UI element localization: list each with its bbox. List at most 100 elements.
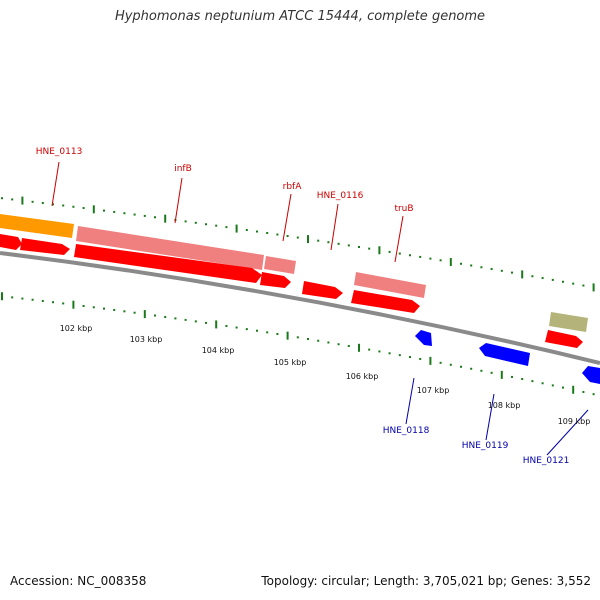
topology-text: Topology: circular; Length: 3,705,021 bp… bbox=[261, 574, 591, 588]
truB-leader bbox=[394, 215, 404, 263]
gene-label-HNE_0121: HNE_0121 bbox=[523, 456, 570, 466]
major-tick bbox=[235, 224, 238, 233]
minor-tick bbox=[205, 223, 207, 226]
major-tick bbox=[1, 292, 3, 301]
minor-tick bbox=[511, 375, 513, 378]
major-tick bbox=[429, 356, 432, 365]
minor-tick bbox=[439, 361, 442, 364]
scale-label-105: 105 kbp bbox=[274, 358, 307, 367]
major-tick bbox=[449, 258, 452, 267]
outer-tick-row bbox=[1, 196, 595, 292]
minor-tick bbox=[41, 299, 44, 302]
minor-tick bbox=[62, 302, 65, 305]
minor-tick bbox=[174, 317, 177, 320]
minor-tick bbox=[307, 338, 309, 341]
major-tick bbox=[572, 385, 575, 394]
minor-tick bbox=[592, 393, 595, 396]
minor-tick bbox=[460, 262, 462, 265]
minor-tick bbox=[205, 321, 207, 324]
scale-label-102: 102 kbp bbox=[60, 324, 93, 333]
minor-tick bbox=[337, 242, 340, 245]
minor-tick bbox=[368, 247, 371, 250]
minor-tick bbox=[72, 205, 75, 208]
minor-tick bbox=[225, 324, 228, 327]
minor-tick bbox=[123, 310, 126, 313]
HNE_0112-arrow bbox=[0, 234, 22, 250]
major-tick bbox=[307, 235, 309, 244]
minor-tick bbox=[470, 264, 473, 267]
minor-tick bbox=[133, 311, 136, 314]
minor-tick bbox=[551, 278, 554, 281]
minor-tick bbox=[154, 216, 156, 219]
minor-tick bbox=[490, 268, 493, 271]
minor-tick bbox=[82, 207, 85, 210]
minor-tick bbox=[11, 296, 14, 299]
minor-tick bbox=[286, 235, 289, 238]
minor-tick bbox=[31, 298, 34, 301]
major-tick bbox=[358, 343, 360, 352]
HNE_0118-arrow bbox=[415, 330, 432, 346]
minor-tick bbox=[480, 266, 483, 269]
minor-tick bbox=[531, 275, 534, 278]
minor-tick bbox=[480, 369, 483, 372]
scale-label-104: 104 kbp bbox=[202, 346, 235, 355]
HNE_0121-leader bbox=[546, 409, 589, 456]
minor-tick bbox=[429, 257, 432, 260]
gene-label-rbfA: rbfA bbox=[283, 182, 303, 192]
minor-tick bbox=[154, 314, 156, 317]
minor-tick bbox=[92, 306, 95, 309]
minor-tick bbox=[541, 382, 544, 385]
minor-tick bbox=[388, 352, 391, 355]
minor-tick bbox=[194, 320, 197, 323]
inner-tick-row bbox=[1, 292, 595, 396]
minor-tick bbox=[531, 380, 534, 383]
misc-feature-bar bbox=[549, 312, 588, 332]
major-tick bbox=[164, 214, 167, 223]
major-tick bbox=[143, 310, 146, 319]
minor-tick bbox=[562, 280, 564, 283]
minor-tick bbox=[347, 244, 350, 247]
minor-tick bbox=[143, 214, 146, 217]
minor-tick bbox=[398, 354, 401, 357]
minor-tick bbox=[113, 210, 116, 213]
map-title: Hyphomonas neptunium ATCC 15444, complet… bbox=[114, 9, 486, 24]
minor-tick bbox=[266, 331, 269, 334]
minor-tick bbox=[470, 367, 473, 370]
minor-tick bbox=[245, 229, 248, 232]
minor-tick bbox=[388, 250, 391, 253]
infB-leader bbox=[174, 177, 183, 224]
minor-tick bbox=[337, 343, 340, 346]
minor-tick bbox=[82, 304, 85, 307]
minor-tick bbox=[551, 384, 554, 387]
gene-label-infB: infB bbox=[174, 164, 192, 174]
minor-tick bbox=[368, 348, 371, 351]
major-tick bbox=[378, 246, 381, 255]
gene-label-truB: truB bbox=[394, 204, 413, 214]
HNE_0118-leader bbox=[405, 377, 415, 425]
genome-backbone bbox=[0, 251, 600, 365]
accession-text: Accession: NC_008358 bbox=[10, 574, 147, 588]
minor-tick bbox=[327, 341, 330, 344]
infB-rna-bar bbox=[76, 226, 264, 270]
minor-tick bbox=[419, 255, 422, 258]
minor-tick bbox=[225, 226, 228, 229]
scale-label-108: 108 kbp bbox=[488, 401, 521, 410]
major-tick bbox=[21, 196, 24, 205]
minor-tick bbox=[184, 220, 187, 223]
minor-tick bbox=[419, 357, 422, 360]
minor-tick bbox=[31, 200, 34, 203]
minor-tick bbox=[184, 318, 187, 321]
major-tick bbox=[215, 320, 218, 329]
minor-tick bbox=[235, 326, 238, 329]
gene-label-HNE_0113: HNE_0113 bbox=[36, 147, 83, 157]
minor-tick bbox=[317, 339, 320, 342]
minor-tick bbox=[266, 232, 269, 235]
major-tick bbox=[92, 205, 95, 214]
minor-tick bbox=[460, 365, 462, 368]
minor-tick bbox=[358, 246, 360, 249]
minor-tick bbox=[21, 297, 24, 300]
minor-tick bbox=[409, 356, 411, 359]
minor-tick bbox=[511, 271, 513, 274]
upstream-feature-bar bbox=[0, 214, 74, 238]
